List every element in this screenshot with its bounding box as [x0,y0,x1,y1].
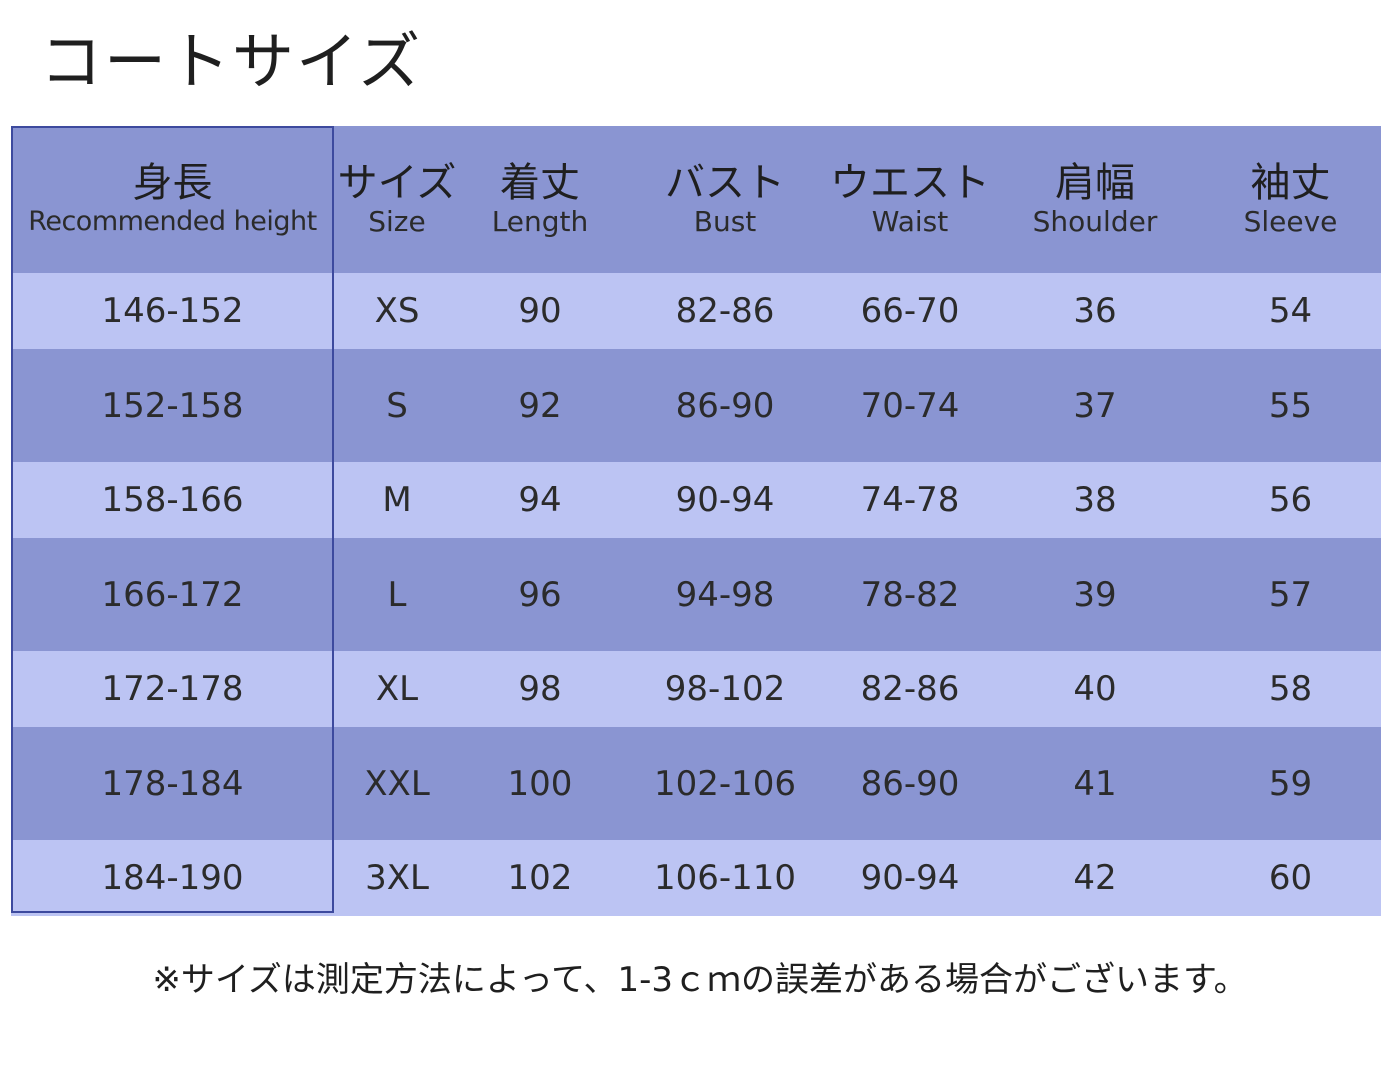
cell-size: XXL [364,763,430,804]
cell-bust: 82-86 [675,291,775,331]
cell-bust: 106-110 [653,858,797,898]
cell-sleeve: 57 [1268,574,1313,615]
table-row: 172-178 XL 98 98-102 82-86 40 58 [11,651,1381,727]
table-row: 184-190 3XL 102 106-110 90-94 42 60 [11,840,1381,916]
table-row: 146-152 XS 90 82-86 66-70 36 54 [11,273,1381,349]
cell-bust: 98-102 [664,669,786,709]
cell-height: 152-158 [101,385,244,426]
cell-size: S [386,385,408,426]
cell-shoulder: 40 [1073,669,1117,709]
cell-sleeve: 58 [1268,669,1313,709]
cell-sleeve: 60 [1268,858,1313,898]
cell-size: L [387,574,407,615]
header-waist: ウエスト Waist [830,161,990,239]
size-table: 身長 Recommended height サイズ Size 着丈 Length… [11,126,1381,916]
header-height: 身長 Recommended height [11,161,334,239]
header-length: 着丈 Length [460,161,620,239]
header-sleeve-en: Sleeve [1243,204,1338,238]
cell-sleeve: 54 [1268,291,1313,331]
cell-shoulder: 42 [1073,858,1117,898]
header-shoulder-en: Shoulder [1032,204,1158,238]
cell-height: 172-178 [101,669,244,709]
cell-height: 158-166 [101,480,244,520]
cell-sleeve: 59 [1268,763,1313,804]
header-length-en: Length [491,204,589,238]
cell-bust: 94-98 [675,574,775,615]
header-bust-jp: バスト [665,159,785,206]
table-row: 178-184 XXL 100 102-106 86-90 41 59 [11,727,1381,840]
cell-waist: 86-90 [860,763,960,804]
cell-height: 184-190 [101,858,244,898]
cell-sleeve: 56 [1268,480,1313,520]
cell-waist: 78-82 [860,574,960,615]
cell-waist: 90-94 [860,858,960,898]
cell-waist: 74-78 [860,480,960,520]
header-sleeve: 袖丈 Sleeve [1200,161,1381,239]
cell-waist: 70-74 [860,385,960,426]
cell-shoulder: 37 [1073,385,1117,426]
header-size-en: Size [368,204,426,238]
table-row: 158-166 M 94 90-94 74-78 38 56 [11,462,1381,538]
cell-length: 96 [518,574,562,615]
table-row: 152-158 S 92 86-90 70-74 37 55 [11,349,1381,462]
cell-length: 92 [518,385,562,426]
header-size-jp: サイズ [337,159,457,206]
cell-length: 98 [518,669,562,709]
page-title: コートサイズ [40,25,423,98]
cell-sleeve: 55 [1268,385,1313,426]
header-bust: バスト Bust [620,161,830,239]
table-header-row: 身長 Recommended height サイズ Size 着丈 Length… [11,126,1381,273]
cell-shoulder: 38 [1073,480,1117,520]
header-waist-jp: ウエスト [830,159,990,206]
cell-length: 94 [518,480,562,520]
header-height-jp: 身長 [132,159,213,206]
cell-length: 90 [518,291,562,331]
cell-size: M [382,480,412,520]
cell-shoulder: 36 [1073,291,1117,331]
header-size: サイズ Size [334,161,460,239]
header-shoulder-jp: 肩幅 [1055,159,1135,206]
cell-bust: 102-106 [653,763,797,804]
header-height-en: Recommended height [28,205,317,237]
cell-waist: 82-86 [860,669,960,709]
cell-length: 102 [507,858,573,898]
table-row: 166-172 L 96 94-98 78-82 39 57 [11,538,1381,651]
header-bust-en: Bust [693,204,757,238]
header-waist-en: Waist [871,204,949,238]
header-shoulder: 肩幅 Shoulder [990,161,1200,239]
cell-size: XS [374,291,420,331]
cell-size: XL [375,669,419,709]
cell-waist: 66-70 [860,291,960,331]
footnote: ※サイズは測定方法によって、1-3ｃｍの誤差がある場合がございます。 [152,960,1248,1000]
header-length-jp: 着丈 [500,159,580,206]
cell-height: 166-172 [101,574,244,615]
header-sleeve-jp: 袖丈 [1250,159,1331,206]
cell-height: 146-152 [101,291,244,331]
cell-height: 178-184 [101,763,244,804]
cell-shoulder: 41 [1073,763,1117,804]
cell-length: 100 [507,763,573,804]
cell-shoulder: 39 [1073,574,1117,615]
cell-bust: 90-94 [675,480,775,520]
cell-size: 3XL [365,858,429,898]
cell-bust: 86-90 [675,385,775,426]
